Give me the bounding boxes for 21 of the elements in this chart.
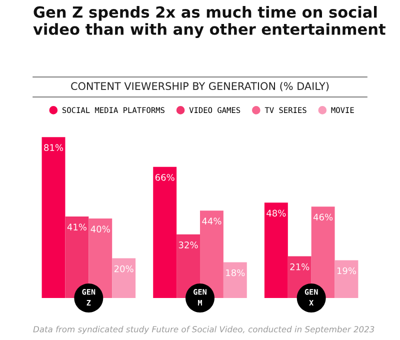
data-label: 32% — [178, 242, 198, 248]
data-label: 40% — [90, 226, 110, 232]
data-label: 48% — [266, 210, 286, 217]
bar — [223, 262, 247, 298]
data-label: 46% — [313, 214, 333, 221]
data-label: 41% — [67, 224, 86, 230]
bar — [264, 202, 288, 298]
data-label: 66% — [155, 174, 174, 181]
data-label: 19% — [337, 267, 356, 274]
chart-subtitle: CONTENT VIEWERSHIP BY GENERATION (% DAILY) — [71, 82, 329, 92]
bar — [42, 137, 66, 298]
bar — [153, 166, 177, 298]
data-label: 44% — [202, 218, 222, 225]
text: Data from syndicated study Future of Social Video, conducted in September 2023 — [33, 326, 374, 334]
bar — [112, 258, 136, 298]
bar — [334, 260, 358, 298]
data-label: 18% — [226, 269, 245, 276]
data-label: 20% — [114, 265, 134, 272]
data-label: 81% — [44, 144, 64, 151]
data-label: 21% — [290, 263, 310, 270]
chart-title: Gen Z spends 2x as much time on social video than with any other entertainment — [33, 6, 386, 38]
